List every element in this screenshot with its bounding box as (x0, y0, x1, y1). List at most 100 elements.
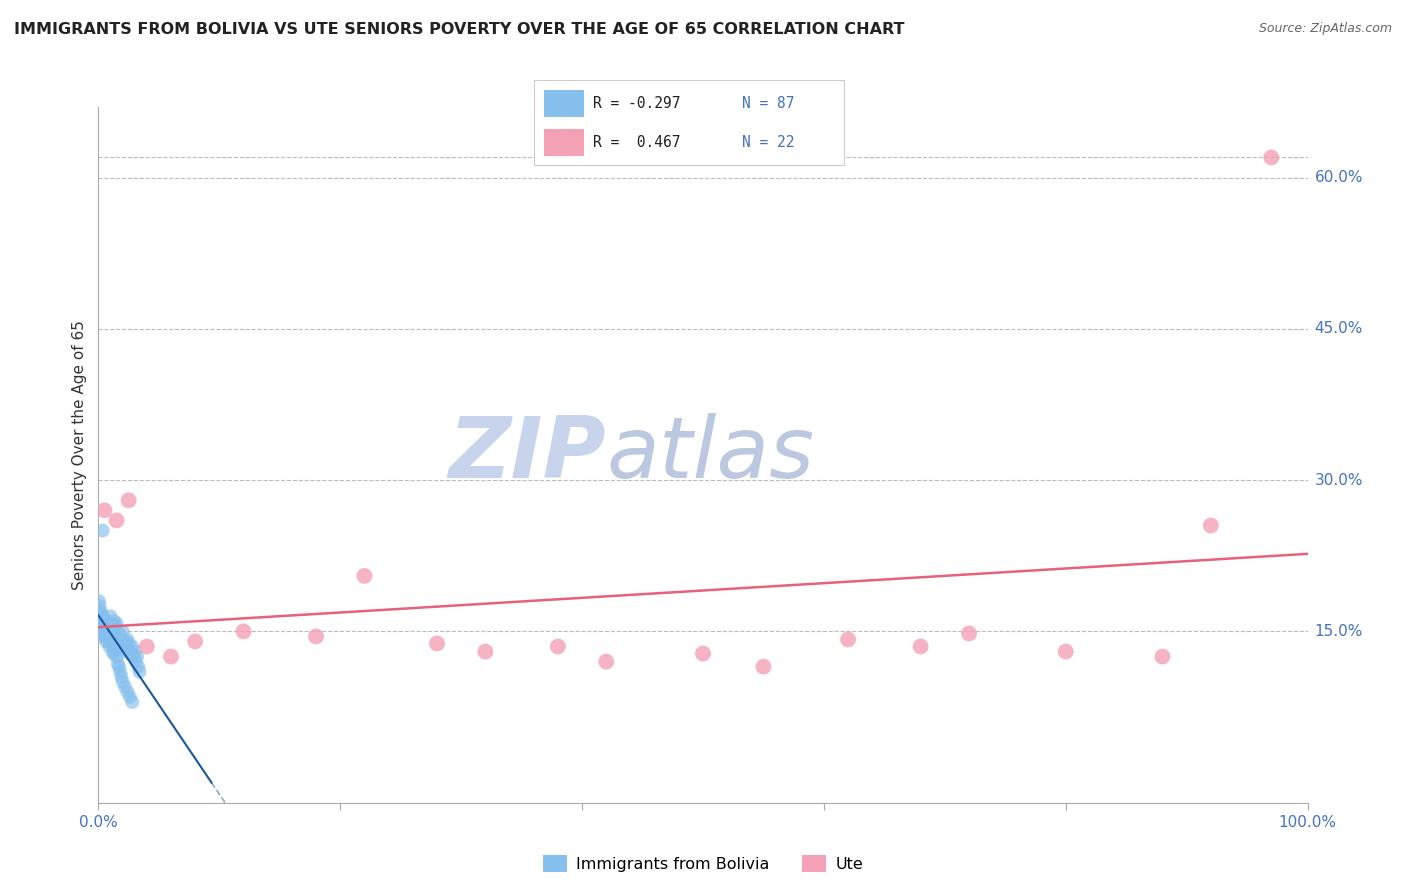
Point (111, 674, 134, 689)
Point (96, 623, 118, 637)
Point (93, 626, 115, 640)
Point (96, 615, 118, 629)
Bar (544, 128, 583, 156)
Text: atlas: atlas (606, 413, 814, 497)
Point (103, 647, 125, 661)
Point (110, 634, 132, 648)
Point (91, 624, 114, 639)
Point (1152, 649, 1174, 664)
Point (120, 647, 142, 661)
Point (135, 640, 157, 654)
Point (91, 624, 114, 639)
Point (100, 626, 122, 640)
Point (114, 634, 136, 648)
Point (232, 624, 254, 639)
Point (105, 629, 128, 643)
Point (107, 634, 129, 648)
Point (118, 644, 141, 658)
Point (87, 594, 110, 608)
Point (100, 609, 122, 624)
Text: 45.0%: 45.0% (1315, 321, 1362, 336)
Point (101, 644, 124, 658)
Text: N = 22: N = 22 (741, 135, 794, 150)
Point (121, 640, 143, 654)
Point (127, 659, 149, 673)
Point (118, 636, 141, 650)
Point (100, 634, 122, 648)
Point (96, 619, 118, 633)
Text: R = -0.297: R = -0.297 (593, 95, 681, 111)
Point (96, 615, 118, 629)
Point (125, 655, 148, 669)
Point (118, 690, 141, 704)
Point (96, 619, 118, 633)
Point (89, 599, 111, 614)
Point (91, 609, 114, 624)
Point (94, 629, 117, 643)
Point (100, 619, 122, 633)
Point (595, 655, 617, 669)
Point (1199, 518, 1222, 533)
Point (97, 629, 120, 643)
Y-axis label: Seniors Poverty Over the Age of 65: Seniors Poverty Over the Age of 65 (72, 320, 87, 590)
Point (353, 569, 375, 583)
Point (101, 634, 124, 648)
Point (111, 624, 134, 639)
Point (692, 647, 714, 661)
Point (90, 616, 112, 631)
Point (107, 657, 129, 671)
Point (752, 659, 775, 673)
Point (98, 626, 121, 640)
Point (98, 632, 121, 647)
Text: R =  0.467: R = 0.467 (593, 135, 681, 150)
Point (93, 503, 115, 517)
Point (127, 649, 149, 664)
Point (105, 513, 128, 527)
Point (103, 615, 125, 629)
Point (117, 685, 139, 699)
Point (94, 624, 117, 639)
Point (103, 619, 125, 633)
Point (91, 616, 114, 631)
Point (121, 695, 143, 709)
Point (100, 616, 122, 631)
Point (93, 612, 115, 626)
Text: Source: ZipAtlas.com: Source: ZipAtlas.com (1258, 22, 1392, 36)
Point (122, 649, 145, 664)
Point (837, 632, 859, 647)
Point (94, 624, 117, 639)
Point (89, 606, 111, 620)
Point (90, 612, 112, 626)
Point (105, 616, 128, 631)
Bar (544, 89, 583, 117)
Point (957, 626, 980, 640)
Point (108, 659, 131, 673)
Point (108, 626, 131, 640)
Point (90, 609, 112, 624)
Point (910, 640, 932, 654)
Point (108, 665, 131, 679)
Point (118, 493, 141, 508)
Point (94, 619, 117, 633)
Point (111, 636, 134, 650)
Point (160, 649, 183, 664)
Text: IMMIGRANTS FROM BOLIVIA VS UTE SENIORS POVERTY OVER THE AGE OF 65 CORRELATION CH: IMMIGRANTS FROM BOLIVIA VS UTE SENIORS P… (14, 22, 904, 37)
Point (112, 644, 135, 658)
Point (93, 623, 115, 637)
Point (89, 619, 111, 633)
Point (114, 680, 136, 694)
Point (97, 626, 120, 640)
Point (305, 629, 328, 643)
Point (97, 624, 120, 639)
Point (100, 629, 122, 643)
Point (1054, 644, 1077, 658)
Point (184, 634, 207, 648)
Text: 30.0%: 30.0% (1315, 473, 1362, 488)
Point (91, 524, 114, 538)
Point (100, 624, 122, 639)
Text: ZIP: ZIP (449, 413, 606, 497)
Text: N = 87: N = 87 (741, 95, 794, 111)
Point (98, 640, 121, 654)
Point (91, 629, 114, 643)
Point (474, 644, 496, 658)
